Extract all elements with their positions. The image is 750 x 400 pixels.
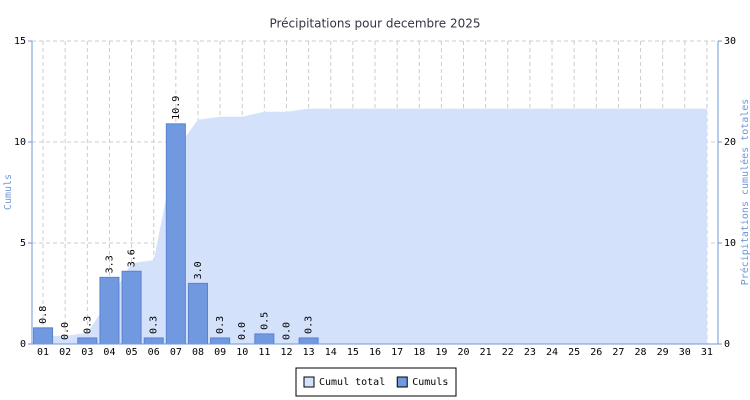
legend-box bbox=[295, 367, 457, 397]
value-label: 0.0 bbox=[60, 322, 71, 340]
bar bbox=[143, 337, 164, 345]
value-label: 0.0 bbox=[237, 322, 248, 340]
x-tick-label: 22 bbox=[502, 347, 514, 358]
legend-swatch bbox=[303, 376, 315, 388]
y-tick-label: 15 bbox=[14, 36, 26, 47]
x-tick-label: 27 bbox=[612, 347, 624, 358]
x-tick-label: 08 bbox=[192, 347, 204, 358]
legend-swatch bbox=[396, 376, 408, 388]
legend-label: Cumuls bbox=[412, 377, 448, 388]
value-label: 0.0 bbox=[281, 322, 292, 340]
bar bbox=[33, 327, 54, 345]
x-tick-label: 09 bbox=[214, 347, 226, 358]
x-tick-label: 05 bbox=[126, 347, 138, 358]
y2-tick-label: 10 bbox=[724, 238, 736, 249]
x-tick-label: 14 bbox=[325, 347, 337, 358]
x-tick-label: 01 bbox=[37, 347, 49, 358]
value-label: 0.5 bbox=[259, 312, 270, 330]
x-tick-label: 20 bbox=[457, 347, 469, 358]
value-label: 3.0 bbox=[193, 261, 204, 279]
x-tick-label: 16 bbox=[369, 347, 381, 358]
chart-title: Précipitations pour decembre 2025 bbox=[269, 17, 480, 31]
x-tick-label: 26 bbox=[590, 347, 602, 358]
x-tick-label: 06 bbox=[148, 347, 160, 358]
x-tick-label: 28 bbox=[635, 347, 647, 358]
x-tick-label: 24 bbox=[546, 347, 558, 358]
x-tick-label: 19 bbox=[435, 347, 447, 358]
x-tick-label: 31 bbox=[701, 347, 713, 358]
x-tick-label: 03 bbox=[81, 347, 93, 358]
bar bbox=[254, 333, 275, 345]
value-label: 10.9 bbox=[171, 96, 182, 120]
bar bbox=[121, 270, 142, 345]
value-label: 0.3 bbox=[304, 316, 315, 334]
x-tick-label: 23 bbox=[524, 347, 536, 358]
x-tick-label: 11 bbox=[258, 347, 270, 358]
y-tick-label: 10 bbox=[14, 137, 26, 148]
bar bbox=[210, 337, 231, 345]
y2-tick-label: 30 bbox=[724, 36, 736, 47]
x-tick-label: 02 bbox=[59, 347, 71, 358]
value-label: 3.6 bbox=[127, 249, 138, 267]
x-tick-label: 12 bbox=[280, 347, 292, 358]
x-tick-label: 29 bbox=[657, 347, 669, 358]
x-tick-label: 15 bbox=[347, 347, 359, 358]
y-tick-label: 5 bbox=[20, 238, 26, 249]
bar bbox=[298, 337, 319, 345]
y2-tick-label: 20 bbox=[724, 137, 736, 148]
bar bbox=[187, 282, 208, 345]
bar bbox=[77, 337, 98, 345]
x-tick-label: 13 bbox=[303, 347, 315, 358]
value-label: 0.3 bbox=[215, 316, 226, 334]
value-label: 0.3 bbox=[82, 316, 93, 334]
x-tick-label: 10 bbox=[236, 347, 248, 358]
bar bbox=[99, 276, 120, 345]
y-axis-label: Cumuls bbox=[3, 174, 14, 210]
x-tick-label: 21 bbox=[480, 347, 492, 358]
cumulative-area bbox=[43, 108, 707, 344]
x-tick-label: 07 bbox=[170, 347, 182, 358]
bar bbox=[165, 123, 186, 345]
x-tick-label: 25 bbox=[568, 347, 580, 358]
y2-axis-label: Précipitations cumulées totales bbox=[739, 99, 750, 286]
x-tick-label: 04 bbox=[103, 347, 115, 358]
value-label: 0.3 bbox=[149, 316, 160, 334]
x-tick-label: 17 bbox=[391, 347, 403, 358]
value-label: 3.3 bbox=[104, 255, 115, 273]
y2-tick-label: 0 bbox=[724, 339, 730, 350]
value-label: 0.8 bbox=[38, 306, 49, 324]
legend-label: Cumul total bbox=[319, 377, 385, 388]
x-tick-label: 30 bbox=[679, 347, 691, 358]
x-tick-label: 18 bbox=[413, 347, 425, 358]
y-tick-label: 0 bbox=[20, 339, 26, 350]
